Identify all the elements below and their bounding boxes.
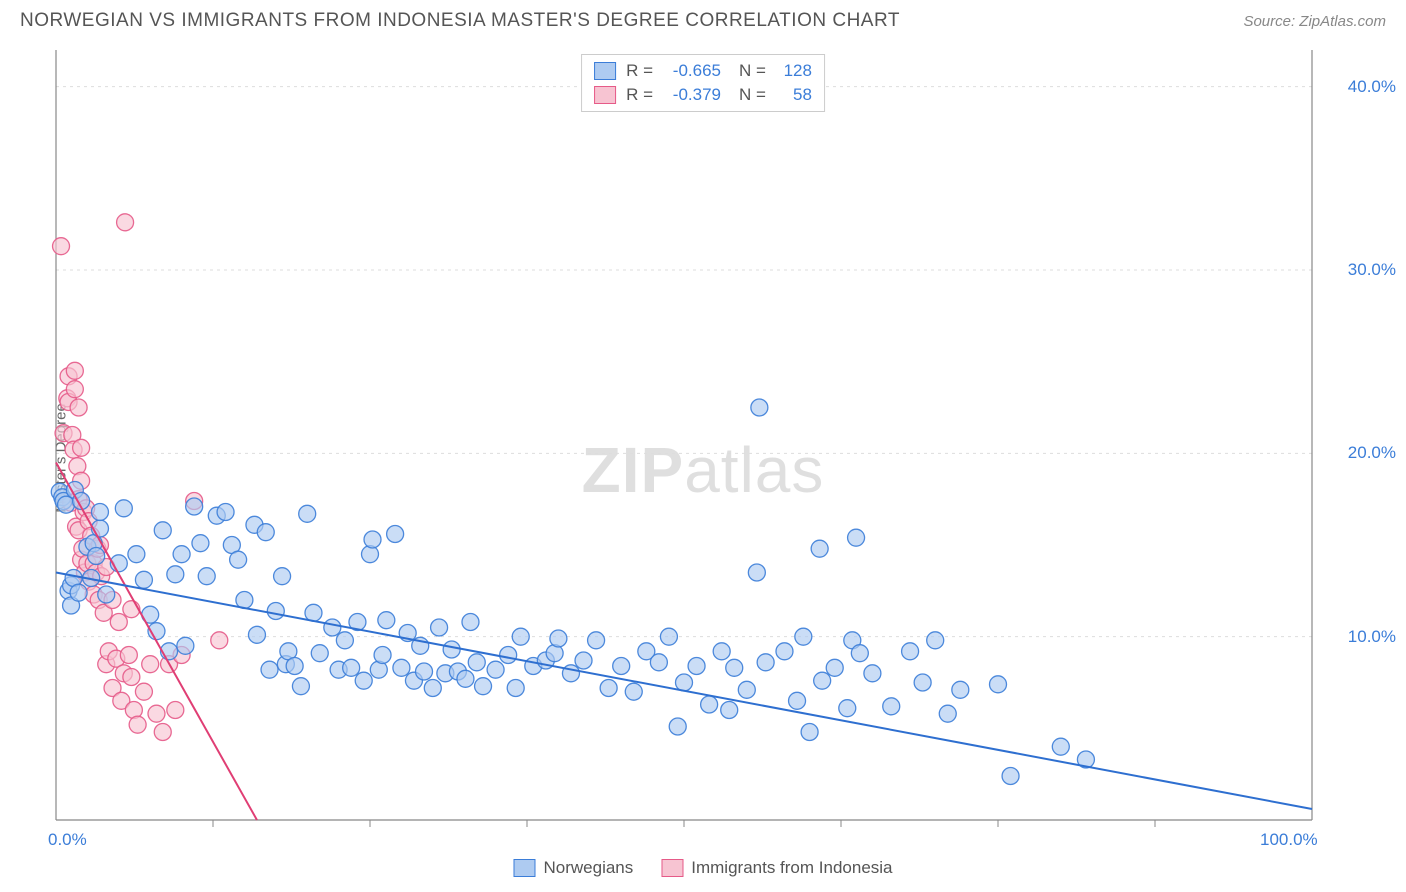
stats-swatch [594, 62, 616, 80]
stats-n-value: 128 [776, 61, 812, 81]
y-tick-label: 20.0% [1348, 443, 1396, 463]
chart-title: NORWEGIAN VS IMMIGRANTS FROM INDONESIA M… [20, 10, 900, 32]
scatter-plot-svg [0, 38, 1406, 878]
source-attribution: Source: ZipAtlas.com [1243, 13, 1386, 30]
legend-label: Immigrants from Indonesia [691, 858, 892, 878]
legend-swatch [513, 859, 535, 877]
y-tick-label: 10.0% [1348, 627, 1396, 647]
legend-item: Norwegians [513, 858, 633, 878]
stats-row: R = -0.665 N = 128 [594, 59, 812, 83]
x-tick-label: 100.0% [1260, 830, 1318, 850]
stats-swatch [594, 86, 616, 104]
stats-r-value: -0.665 [663, 61, 721, 81]
legend: Norwegians Immigrants from Indonesia [513, 858, 892, 878]
y-tick-label: 30.0% [1348, 260, 1396, 280]
stats-n-value: 58 [776, 85, 812, 105]
x-tick-label: 0.0% [48, 830, 87, 850]
stats-r-value: -0.379 [663, 85, 721, 105]
stats-n-label: N = [739, 85, 766, 105]
chart-container: Master's Degree ZIPatlas R =-0.665N =128… [0, 38, 1406, 878]
stats-n-label: N = [739, 61, 766, 81]
stats-r-label: R = [626, 85, 653, 105]
legend-swatch [661, 859, 683, 877]
stats-row: R = -0.379 N = 58 [594, 83, 812, 107]
correlation-stats-box: R = -0.665 N = 128 R = -0.379 N = 58 [581, 54, 825, 112]
legend-item: Immigrants from Indonesia [661, 858, 892, 878]
legend-label: Norwegians [543, 858, 633, 878]
stats-r-label: R = [626, 61, 653, 81]
y-tick-label: 40.0% [1348, 77, 1396, 97]
